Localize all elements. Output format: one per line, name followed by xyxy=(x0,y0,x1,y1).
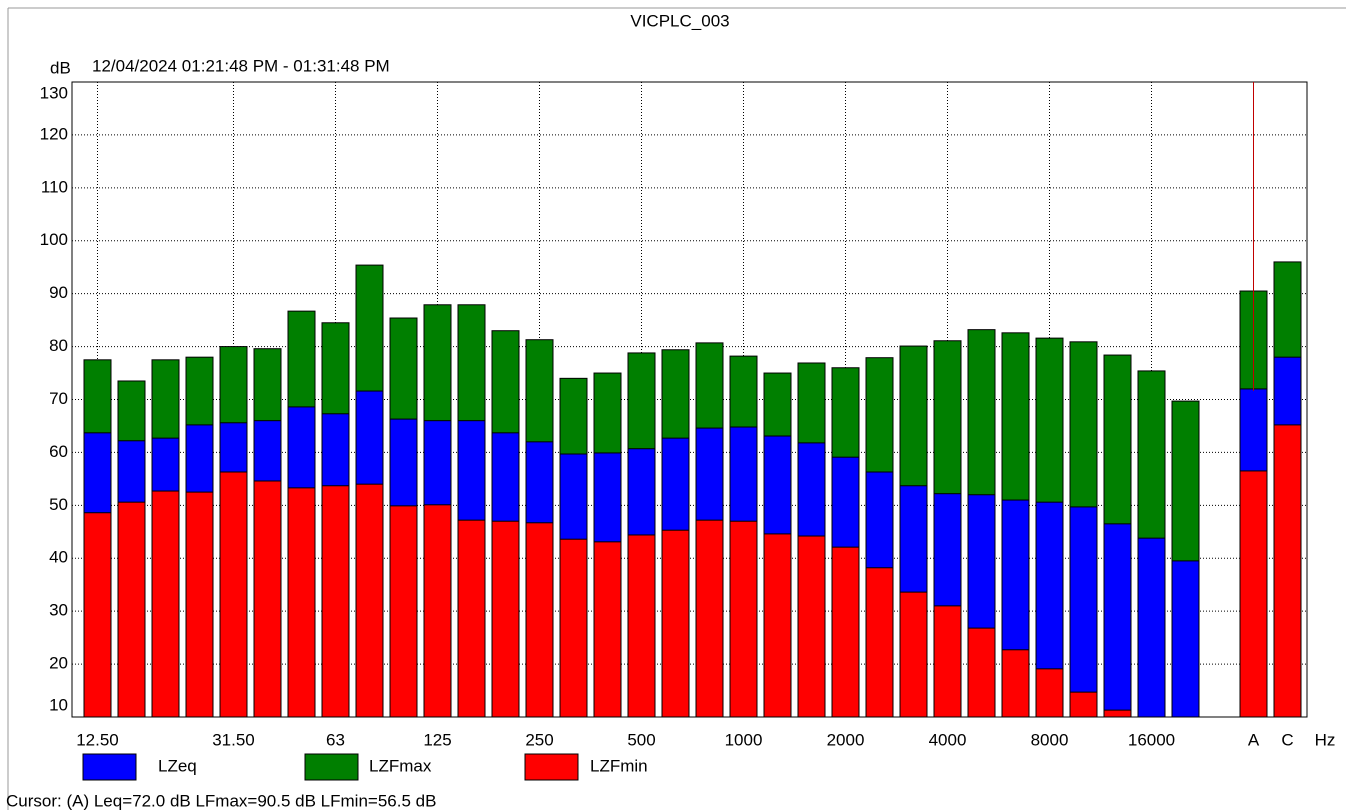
y-axis-label: dB xyxy=(50,58,71,77)
bar xyxy=(1069,506,1098,718)
bar xyxy=(491,520,520,718)
bars xyxy=(83,82,1302,718)
legend-swatch xyxy=(524,753,579,781)
legend-label: LZFmin xyxy=(590,756,648,775)
bar xyxy=(1273,424,1302,718)
bar xyxy=(695,519,724,718)
x-tick-label: 2000 xyxy=(827,730,865,749)
bar xyxy=(219,471,248,718)
x-tick-label: 31.50 xyxy=(212,730,255,749)
bar xyxy=(253,480,282,718)
x-tick-label: 8000 xyxy=(1031,730,1069,749)
cursor-readout: Cursor: (A) Leq=72.0 dB LFmax=90.5 dB LF… xyxy=(6,791,436,810)
bar xyxy=(83,512,112,718)
y-tick-label: 30 xyxy=(49,601,68,620)
bar xyxy=(355,483,384,718)
bar xyxy=(151,490,180,718)
bar xyxy=(729,520,758,718)
y-tick-label: 90 xyxy=(49,283,68,302)
bar xyxy=(457,519,486,718)
bar xyxy=(763,533,792,718)
bar xyxy=(967,627,996,718)
legend-label: LZFmax xyxy=(369,756,432,775)
x-tick-label: 125 xyxy=(423,730,451,749)
y-tick-label: 70 xyxy=(49,389,68,408)
y-tick-label: 130 xyxy=(40,83,68,102)
bar xyxy=(423,504,452,718)
x-tick-label: 1000 xyxy=(725,730,763,749)
y-tick-label: 50 xyxy=(49,495,68,514)
y-tick-label: 80 xyxy=(49,336,68,355)
y-tick-label: 100 xyxy=(40,230,68,249)
bar xyxy=(797,535,826,718)
bar xyxy=(1069,691,1098,718)
chart-subtitle: 12/04/2024 01:21:48 PM - 01:31:48 PM xyxy=(92,56,390,75)
x-tick-label: 250 xyxy=(525,730,553,749)
bar xyxy=(933,605,962,718)
y-tick-label: 120 xyxy=(40,124,68,143)
bar xyxy=(321,485,350,718)
x-tick-label: 12.50 xyxy=(76,730,119,749)
bar xyxy=(1171,560,1200,718)
x-axis-label: Hz xyxy=(1315,730,1336,749)
y-tick-label: 20 xyxy=(49,654,68,673)
y-tick-label: 40 xyxy=(49,548,68,567)
bar xyxy=(593,541,622,718)
bar xyxy=(627,534,656,718)
bar xyxy=(661,529,690,718)
bar xyxy=(865,567,894,718)
bar xyxy=(389,505,418,718)
bar xyxy=(185,491,214,718)
bar xyxy=(1035,668,1064,718)
chart-title: VICPLC_003 xyxy=(630,11,729,30)
bar xyxy=(1103,709,1132,718)
y-tick-label: 10 xyxy=(49,695,68,714)
bar xyxy=(1239,470,1268,718)
bar xyxy=(559,538,588,718)
x-tick-label: C xyxy=(1281,730,1293,749)
bar xyxy=(117,501,146,718)
legend-swatch xyxy=(82,753,137,781)
bar xyxy=(287,487,316,718)
bar xyxy=(1103,523,1132,718)
bar xyxy=(831,546,860,718)
x-tick-label: 4000 xyxy=(929,730,967,749)
bar xyxy=(1137,537,1166,718)
bar xyxy=(899,591,928,718)
bar xyxy=(525,522,554,718)
legend-label: LZeq xyxy=(158,756,197,775)
x-tick-label: 63 xyxy=(326,730,345,749)
grid: 10 20 30 40 50 60 70 80 90 100 110 120 130 12.50 31.50… xyxy=(40,81,1308,749)
legend: LZeq LZFmax LZFmin xyxy=(82,753,648,781)
x-tick-label: 500 xyxy=(627,730,655,749)
legend-swatch xyxy=(304,753,359,781)
x-tick-label: A xyxy=(1248,730,1260,749)
x-tick-label: 16000 xyxy=(1128,730,1175,749)
y-tick-label: 110 xyxy=(41,177,68,196)
y-tick-label: 60 xyxy=(49,442,68,461)
bar xyxy=(1001,649,1030,718)
